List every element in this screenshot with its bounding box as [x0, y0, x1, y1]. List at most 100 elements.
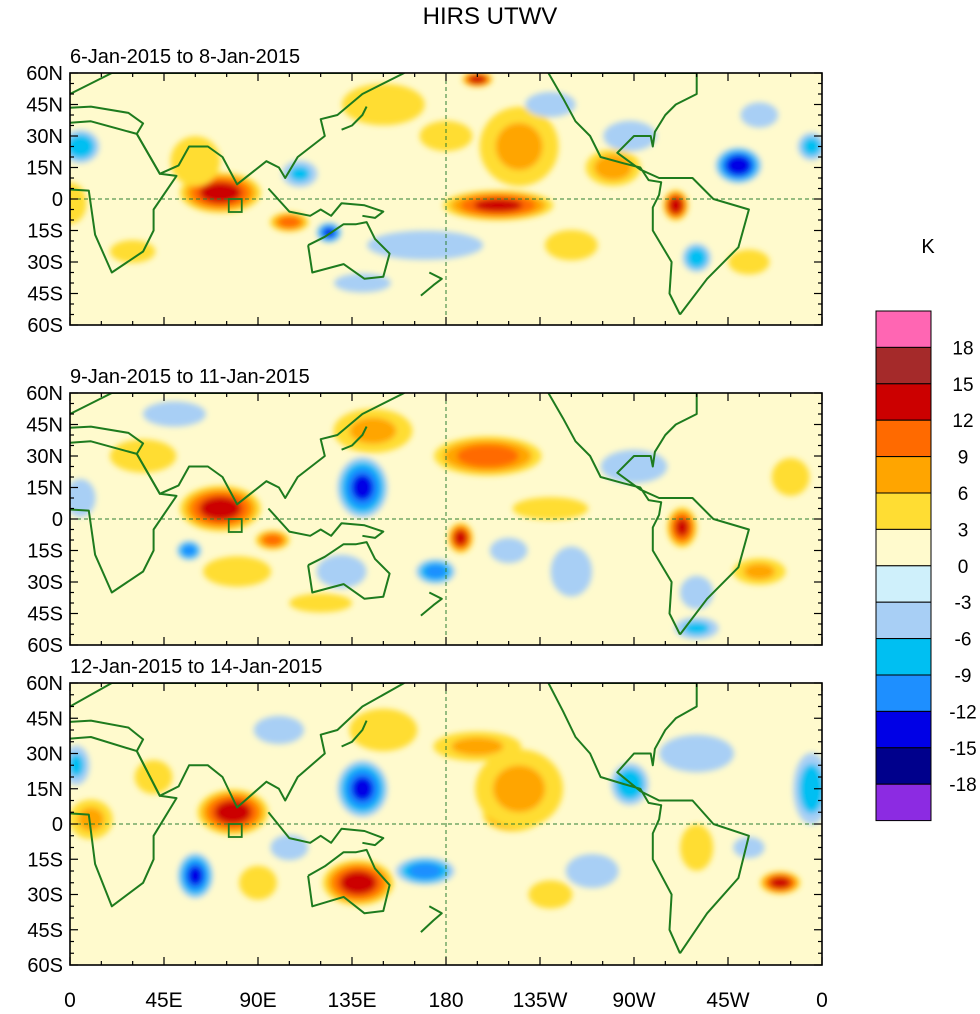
region-box-marker — [227, 198, 243, 213]
y-tick-label: 30S — [27, 252, 63, 274]
coastline-6 — [420, 591, 443, 617]
y-tick-label: 45S — [27, 284, 63, 306]
anomaly-contour-1 — [199, 182, 242, 204]
y-tick-label: 45S — [27, 920, 63, 942]
anomaly-contour-20 — [680, 575, 714, 610]
y-tick-label: 15S — [27, 221, 63, 243]
coastline-6 — [420, 271, 443, 297]
anomaly-contour-11 — [239, 865, 277, 900]
y-tick-label: 30N — [26, 126, 63, 148]
anomaly-contour-19 — [489, 537, 528, 564]
anomaly-contour-15 — [408, 863, 442, 879]
x-tick-label: 135W — [513, 989, 568, 1012]
y-tick-label: 60S — [27, 635, 63, 657]
x-tick-label: 45E — [145, 989, 182, 1012]
coastline-1 — [70, 440, 178, 594]
coastline-5 — [267, 811, 385, 847]
colorbar-label: -15 — [949, 739, 976, 760]
anomaly-contour-17 — [367, 230, 484, 260]
y-tick-label: 15N — [26, 478, 63, 500]
coastline-2 — [70, 683, 406, 809]
coastline-7 — [341, 106, 368, 131]
y-tick-label: 30S — [27, 885, 63, 907]
colorbar-label: 6 — [958, 484, 969, 505]
anomaly-contour-22 — [802, 137, 821, 156]
anomaly-contour-16 — [316, 554, 367, 589]
anomaly-contour-16 — [615, 768, 644, 800]
coastline-5 — [267, 507, 385, 539]
anomaly-contour-9 — [680, 824, 714, 871]
anomaly-contour-12 — [528, 880, 573, 909]
x-tick-label: 90E — [239, 989, 276, 1012]
anomaly-contour-17 — [798, 764, 822, 814]
y-tick-label: 15N — [26, 779, 63, 801]
anomaly-contour-1 — [199, 496, 242, 521]
colorbar-label: -18 — [949, 775, 976, 796]
anomaly-contour-12 — [289, 593, 353, 613]
y-tick-label: 45N — [26, 95, 63, 117]
coastline-6 — [420, 905, 443, 933]
colorbar-label: -12 — [949, 702, 976, 723]
anomaly-contour-2 — [278, 216, 301, 228]
colorbar-box — [875, 674, 932, 712]
colorbar-box — [875, 747, 932, 785]
y-tick-label: 30N — [26, 744, 63, 766]
anomaly-contour-3 — [474, 198, 523, 212]
anomaly-contour-8 — [544, 230, 598, 261]
panel-3-y-axis: 60N 45N 30N 15N 0 15S 30S 45S 60S — [26, 673, 63, 977]
colorbar-label: -6 — [955, 630, 972, 651]
panel-1-subtitle: 6-Jan-2015 to 8-Jan-2015 — [70, 46, 300, 68]
anomaly-contour-15 — [424, 564, 447, 579]
colorbar-box — [875, 492, 932, 530]
colorbar-box — [875, 638, 932, 676]
y-tick-label: 60S — [27, 955, 63, 977]
panel-1-y-axis: 60N 45N 30N 15N 0 15S 30S 45S 60S — [26, 63, 63, 337]
colorbar-box — [875, 601, 932, 640]
anomaly-contour-10 — [349, 708, 418, 752]
anomaly-contour-17 — [600, 449, 668, 484]
y-tick-label: 0 — [52, 509, 63, 531]
anomaly-contour-22 — [253, 715, 304, 745]
colorbar-box — [875, 528, 932, 567]
panel-3: 12-Jan-2015 to 14-Jan-2015 60N 45N 30N 15N 0… — [26, 656, 823, 977]
anomaly-contour-8 — [134, 760, 173, 794]
x-axis-tick-labels: 0 45E 90E 135E 180 135W 90W 45W 0 — [64, 989, 828, 1012]
coastline-4 — [547, 683, 750, 954]
coastline-2 — [70, 73, 406, 186]
colorbar-label: 9 — [958, 448, 969, 469]
coastline-3 — [307, 541, 391, 600]
x-tick-label: 0 — [64, 989, 76, 1012]
colorbar-label: 3 — [958, 520, 969, 541]
anomaly-contour-21 — [70, 134, 95, 159]
panel-2-map-overlay — [69, 392, 823, 646]
anomaly-contour-6 — [668, 196, 683, 214]
anomaly-contour-3 — [454, 530, 468, 546]
panel-1-map-overlay — [69, 72, 823, 326]
y-tick-label: 15S — [27, 849, 63, 871]
y-tick-label: 15S — [27, 541, 63, 563]
colorbar-label: 0 — [958, 557, 969, 578]
y-tick-label: 45N — [26, 708, 63, 730]
coastline-7 — [341, 426, 368, 451]
colorbar-box — [875, 383, 932, 421]
coastline-4 — [547, 393, 750, 636]
anomaly-contour-4 — [495, 123, 543, 170]
y-tick-label: 60N — [26, 63, 63, 85]
anomaly-contour-2 — [262, 534, 283, 546]
region-box-marker — [227, 823, 243, 838]
anomaly-contour-23 — [683, 621, 710, 635]
anomaly-contour-21 — [70, 479, 96, 517]
anomaly-contour-14 — [351, 776, 374, 802]
colorbar-label: -9 — [955, 666, 972, 687]
anomaly-contour-22 — [143, 401, 206, 427]
anomaly-contour-9 — [170, 136, 221, 187]
colorbar-label: 15 — [952, 375, 973, 396]
anomaly-contour-23 — [733, 836, 765, 859]
anomaly-contour-20 — [686, 247, 708, 269]
colorbar-label: -3 — [955, 593, 972, 614]
figure-title: HIRS UTWV — [423, 3, 558, 30]
y-tick-label: 60N — [26, 383, 63, 405]
coastline-1 — [70, 736, 178, 908]
panel-2-y-axis: 60N 45N 30N 15N 0 15S 30S 45S 60S — [26, 383, 63, 657]
